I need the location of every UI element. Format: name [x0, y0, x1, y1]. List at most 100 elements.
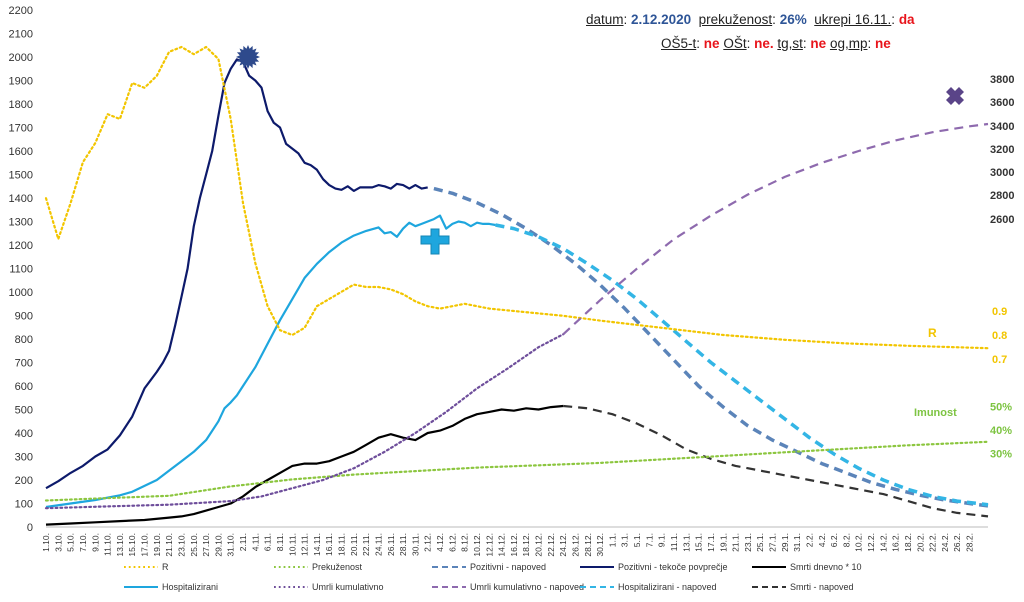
x-tick-label: 19.1.: [718, 533, 728, 552]
x-tick-label: 2.2.: [804, 533, 814, 547]
x-tick-label: 12.11.: [300, 533, 310, 556]
x-tick-label: 24.12.: [558, 533, 568, 557]
x-tick-label: 14.12.: [497, 533, 507, 557]
date-value: 2.12.2020: [631, 12, 692, 27]
x-tick-label: 28.12.: [583, 533, 593, 557]
x-tick-label: 11.1.: [669, 533, 679, 551]
x-tick-label: 18.12.: [521, 533, 531, 557]
x-tick-label: 14.11.: [312, 533, 322, 556]
y-tick-label: 2200: [9, 5, 33, 17]
y-tick-label: 1600: [9, 146, 33, 158]
header-line-1: datum: 2.12.2020 prekuženost: 26% ukrepi…: [586, 12, 915, 27]
legend-label: Umrli kumulativno: [312, 582, 384, 592]
y-right-tick-deaths: 3800: [990, 74, 1014, 86]
hospital-plus-marker: [420, 228, 450, 255]
x-tick-label: 28.2.: [965, 533, 975, 552]
x-tick-label: 13.1.: [681, 533, 691, 552]
legend-label: Smrti - napoved: [790, 582, 854, 592]
series-poz_nap: [433, 186, 989, 508]
y-tick-label: 800: [15, 334, 33, 346]
x-tick-label: 13.10.: [115, 533, 125, 557]
y-tick-label: 1700: [9, 123, 33, 135]
y-tick-label: 2100: [9, 29, 33, 41]
y-right-tick-immunity: 30%: [990, 449, 1012, 461]
peak-star-marker: [236, 45, 260, 69]
x-tick-label: 30.12.: [595, 533, 605, 557]
x-tick-label: 17.1.: [706, 533, 716, 552]
x-tick-label: 6.2.: [829, 533, 839, 547]
school-value-1: ne: [703, 36, 720, 51]
x-tick-label: 25.10.: [189, 533, 199, 557]
x-tick-label: 8.2.: [841, 533, 851, 547]
y-right-tick-deaths: 3400: [990, 121, 1014, 133]
x-tick-label: 26.2.: [952, 533, 962, 552]
series-poz: [45, 58, 428, 490]
x-tick-label: 6.12.: [447, 533, 457, 552]
x-tick-label: 5.1.: [632, 533, 642, 547]
y-tick-label: 300: [15, 452, 33, 464]
x-tick-label: 6.11.: [263, 533, 273, 551]
gastro-value: ne: [874, 36, 891, 51]
overload-label: prekuženost: [698, 12, 773, 27]
y-tick-label: 1400: [9, 193, 33, 205]
shops-label: tg,st: [777, 36, 803, 51]
measures-value: da: [898, 12, 915, 27]
y-right-tick-r: 0.7: [992, 354, 1007, 366]
series-hosp: [45, 214, 496, 509]
y-tick-label: 700: [15, 358, 33, 370]
x-tick-label: 23.10.: [176, 533, 186, 557]
shops-value: ne: [810, 36, 827, 51]
x-tick-label: 24.11.: [373, 533, 383, 556]
x-tick-label: 20.11.: [349, 533, 359, 556]
legend-label: Smrti dnevno * 10: [790, 562, 862, 572]
school-label-2: OŠt: [723, 36, 747, 51]
x-tick-label: 17.10.: [140, 533, 150, 557]
x-tick-label: 4.11.: [250, 533, 260, 551]
overload-value: 26%: [779, 12, 807, 27]
x-tick-label: 22.2.: [928, 533, 938, 552]
x-tick-label: 10.2.: [854, 533, 864, 552]
x-tick-label: 14.2.: [878, 533, 888, 552]
x-tick-label: 22.12.: [546, 533, 556, 557]
legend-label: Pozitivni - napoved: [470, 562, 546, 572]
y-tick-label: 600: [15, 381, 33, 393]
y-right-tick-immunity: 50%: [990, 402, 1012, 414]
x-tick-label: 23.1.: [743, 533, 753, 552]
x-tick-label: 22.11.: [361, 533, 371, 556]
header-line-2: OŠ5-t: ne OŠt: ne. tg,st: ne og,mp: ne: [661, 36, 891, 51]
y-tick-label: 400: [15, 428, 33, 440]
x-tick-label: 7.10.: [78, 533, 88, 552]
y-right-tick-deaths: 3600: [990, 97, 1014, 109]
y-tick-label: 1300: [9, 217, 33, 229]
x-tick-label: 11.10.: [103, 533, 113, 556]
x-tick-label: 5.10.: [66, 533, 76, 552]
series-hosp_nap: [495, 223, 989, 507]
x-tick-label: 21.1.: [731, 533, 741, 552]
y-tick-label: 500: [15, 405, 33, 417]
r-annotation: R: [928, 326, 937, 340]
x-tick-label: 9.1.: [657, 533, 667, 547]
x-tick-label: 29.10.: [213, 533, 223, 557]
x-tick-label: 4.2.: [817, 533, 827, 547]
legend-label: Hospitalizirani - napoved: [618, 582, 717, 592]
y-tick-label: 200: [15, 475, 33, 487]
legend-label: R: [162, 562, 169, 572]
x-tick-label: 4.12.: [435, 533, 445, 552]
x-tick-label: 28.11.: [398, 533, 408, 556]
x-tick-label: 1.10.: [41, 533, 51, 552]
x-tick-label: 18.11.: [337, 533, 347, 556]
x-tick-label: 25.1.: [755, 533, 765, 552]
series-r: [44, 45, 990, 350]
legend-label: Pozitivni - tekoče povprečje: [618, 562, 728, 572]
y-right-tick-deaths: 3200: [990, 144, 1014, 156]
y-right-tick-deaths: 3000: [990, 167, 1014, 179]
x-tick-label: 9.10.: [90, 533, 100, 552]
x-tick-label: 27.10.: [201, 533, 211, 557]
x-tick-label: 10.12.: [472, 533, 482, 557]
x-tick-label: 31.10.: [226, 533, 236, 557]
school-value-2: ne.: [754, 36, 774, 51]
date-label: datum: [586, 12, 624, 27]
x-tick-label: 15.10.: [127, 533, 137, 557]
x-tick-label: 8.11.: [275, 533, 285, 551]
